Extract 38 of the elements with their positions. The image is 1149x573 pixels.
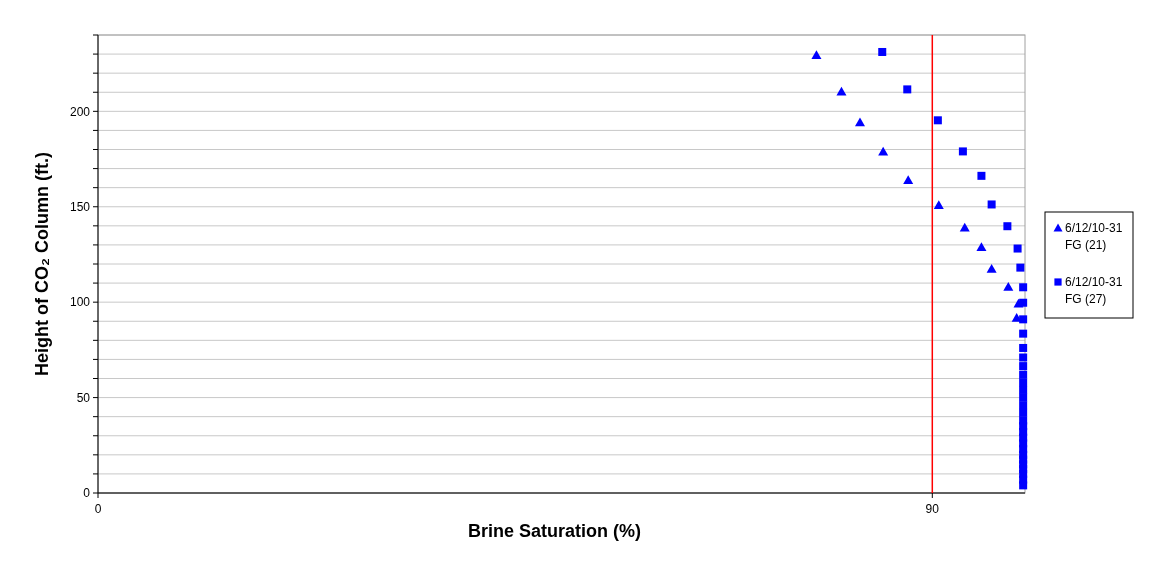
point — [878, 146, 889, 156]
x-axis-title: Brine Saturation (%) — [467, 521, 642, 541]
point — [1019, 315, 1028, 324]
point — [977, 171, 986, 180]
y-axis-title: Height of CO₂ Column (ft.) — [32, 152, 52, 376]
point — [1013, 244, 1022, 253]
point — [1019, 385, 1028, 394]
point — [1019, 362, 1028, 371]
legend-label: 6/12/10-31 FG (21) — [1065, 221, 1123, 252]
point — [976, 242, 987, 251]
point — [1019, 378, 1028, 387]
point — [1019, 329, 1028, 338]
y-tick-label: 200 — [69, 104, 91, 119]
point — [958, 147, 967, 156]
point — [1003, 281, 1014, 291]
point — [1019, 343, 1028, 352]
y-tick-label: 50 — [76, 390, 91, 405]
point — [933, 116, 942, 125]
point — [1019, 283, 1028, 292]
point — [1016, 263, 1025, 272]
point — [1019, 298, 1028, 307]
point — [986, 263, 997, 273]
point — [878, 47, 887, 56]
point — [987, 200, 996, 209]
point — [903, 85, 912, 94]
point — [854, 117, 865, 127]
point — [1019, 353, 1028, 362]
point — [811, 50, 822, 59]
x-tick-label: 90 — [925, 502, 940, 516]
point — [1003, 222, 1012, 231]
point — [903, 175, 914, 184]
y-tick-label: 100 — [69, 295, 91, 310]
y-tick-label: 0 — [83, 486, 91, 501]
point — [933, 200, 944, 209]
point — [1019, 481, 1028, 490]
point — [1019, 401, 1028, 410]
y-tick-label: 150 — [69, 199, 91, 214]
legend-label: 6/12/10-31 FG (27) — [1065, 275, 1123, 306]
